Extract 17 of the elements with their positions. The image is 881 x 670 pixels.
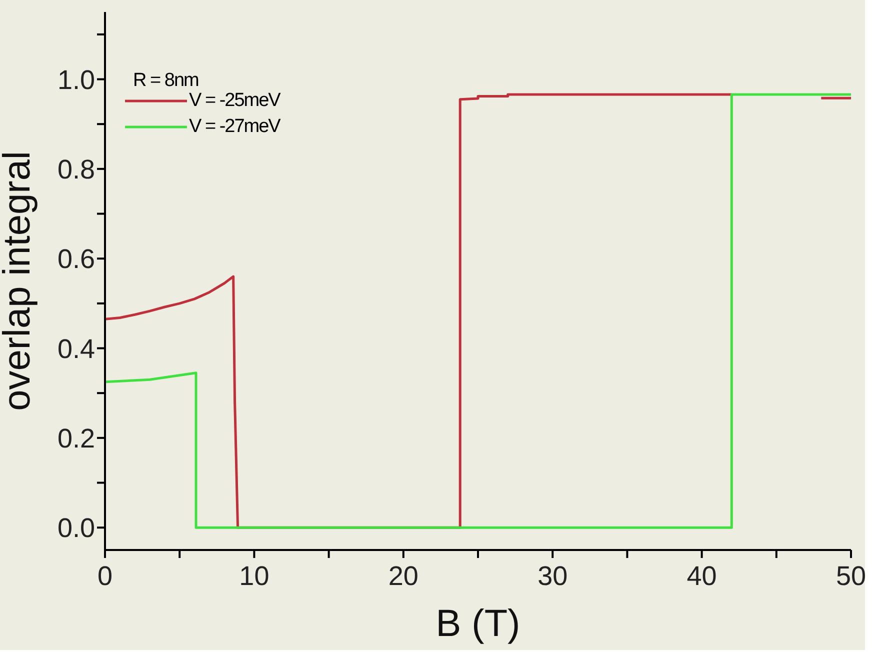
x-tick-label: 10 xyxy=(239,561,270,592)
legend-label: V = -25meV xyxy=(189,90,280,112)
y-tick-label: 1.0 xyxy=(57,64,95,95)
y-tick-label: 0.4 xyxy=(57,334,95,364)
x-tick-label: 30 xyxy=(538,561,568,592)
x-tick-label: 50 xyxy=(836,561,866,592)
x-tick-label: 20 xyxy=(388,561,418,592)
annotation: R = 8nm xyxy=(133,70,198,92)
y-tick-label: 0.8 xyxy=(57,154,95,184)
y-tick-label: 0.2 xyxy=(57,424,95,454)
x-axis-title: B (T) xyxy=(436,603,520,645)
y-axis-title: overlap integral xyxy=(0,151,38,411)
y-tick-label: 0.0 xyxy=(57,513,95,544)
x-tick-label: 40 xyxy=(686,561,717,592)
legend-label: V = -27meV xyxy=(189,116,280,138)
x-tick-label: 0 xyxy=(97,561,113,592)
y-tick-label: 0.6 xyxy=(57,244,95,274)
